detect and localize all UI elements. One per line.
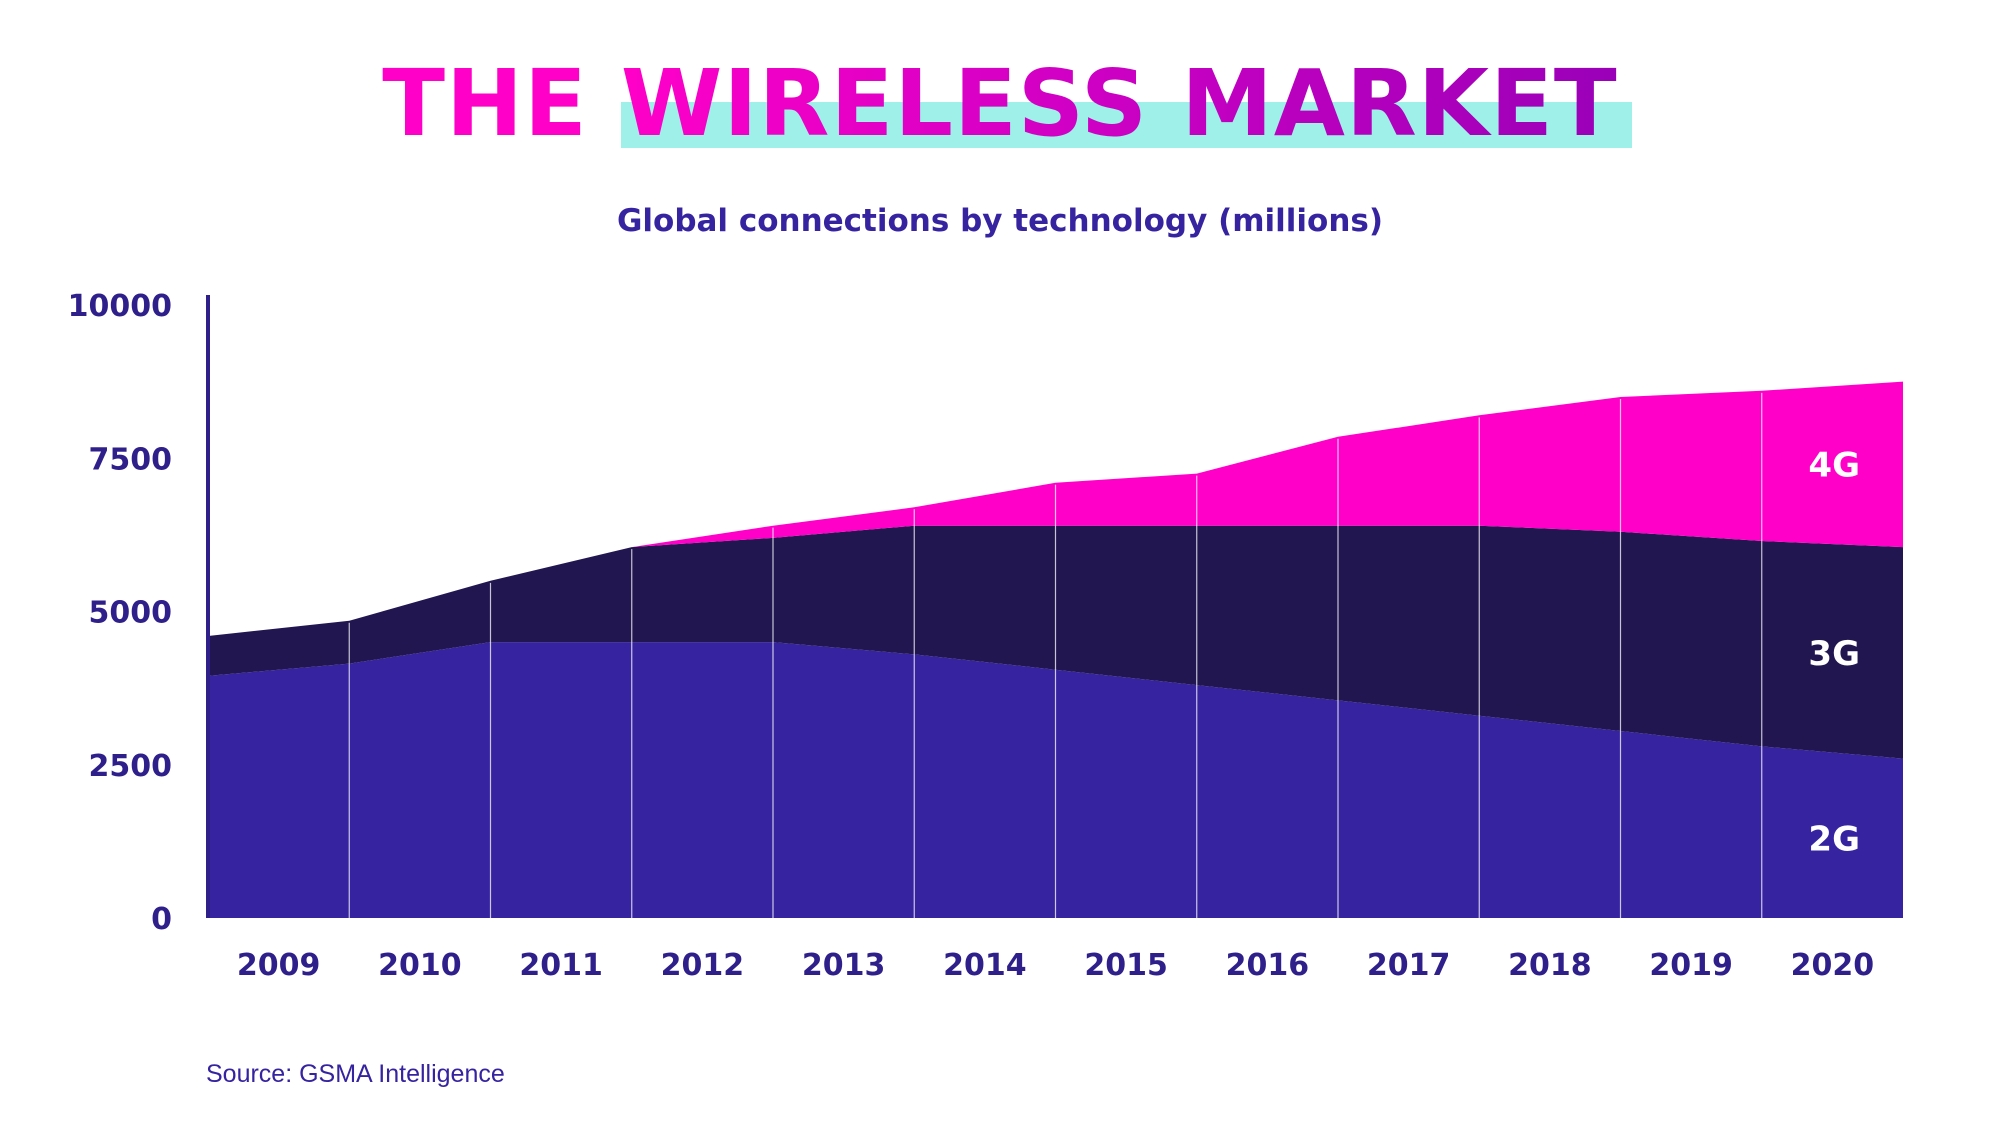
x-tick-label: 2019	[1649, 948, 1733, 983]
title-highlight-bar	[620, 102, 1632, 148]
x-tick-label: 2018	[1508, 948, 1592, 983]
y-tick-label: 10000	[68, 289, 172, 324]
title-part1: THE	[382, 50, 621, 157]
chart-subtitle: Global connections by technology (millio…	[616, 203, 1384, 239]
x-tick-label: 2017	[1367, 948, 1451, 983]
title-wrap: THE WIRELESS MARKET	[0, 58, 2000, 150]
y-tick-label: 0	[151, 902, 172, 937]
y-tick-label: 5000	[89, 596, 173, 631]
x-tick-label: 2015	[1084, 948, 1168, 983]
x-tick-label: 2009	[237, 948, 321, 983]
x-tick-label: 2016	[1226, 948, 1310, 983]
x-tick-label: 2020	[1791, 948, 1875, 983]
x-tick-label: 2013	[802, 948, 886, 983]
x-tick-label: 2012	[661, 948, 745, 983]
title-part2-wrap: WIRELESS MARKET	[620, 58, 1632, 150]
y-tick-label: 7500	[89, 442, 173, 477]
title-part2: WIRELESS MARKET	[620, 50, 1618, 157]
source-note: Source: GSMA Intelligence	[206, 1060, 505, 1088]
series-label-2g: 2G	[1808, 819, 1860, 859]
y-tick-label: 2500	[89, 749, 173, 784]
series-label-4g: 4G	[1808, 445, 1860, 485]
x-tick-label: 2014	[943, 948, 1027, 983]
series-label-3g: 3G	[1808, 634, 1860, 674]
page-title: THE WIRELESS MARKET	[382, 58, 1632, 150]
x-tick-label: 2011	[519, 948, 603, 983]
x-tick-label: 2010	[378, 948, 462, 983]
